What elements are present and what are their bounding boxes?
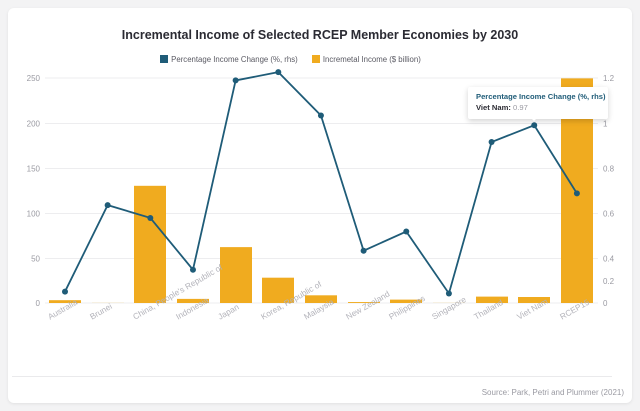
svg-text:0.4: 0.4: [603, 255, 615, 264]
svg-text:50: 50: [31, 255, 40, 264]
svg-text:0.6: 0.6: [603, 210, 615, 219]
svg-text:1: 1: [603, 120, 608, 129]
svg-text:250: 250: [27, 74, 41, 83]
svg-text:0: 0: [36, 299, 41, 308]
svg-text:100: 100: [27, 210, 41, 219]
svg-text:0.8: 0.8: [603, 165, 615, 174]
svg-text:1.2: 1.2: [603, 74, 615, 83]
svg-text:150: 150: [27, 165, 41, 174]
svg-text:0: 0: [603, 299, 608, 308]
svg-text:200: 200: [27, 120, 41, 129]
svg-text:0.2: 0.2: [603, 277, 615, 286]
